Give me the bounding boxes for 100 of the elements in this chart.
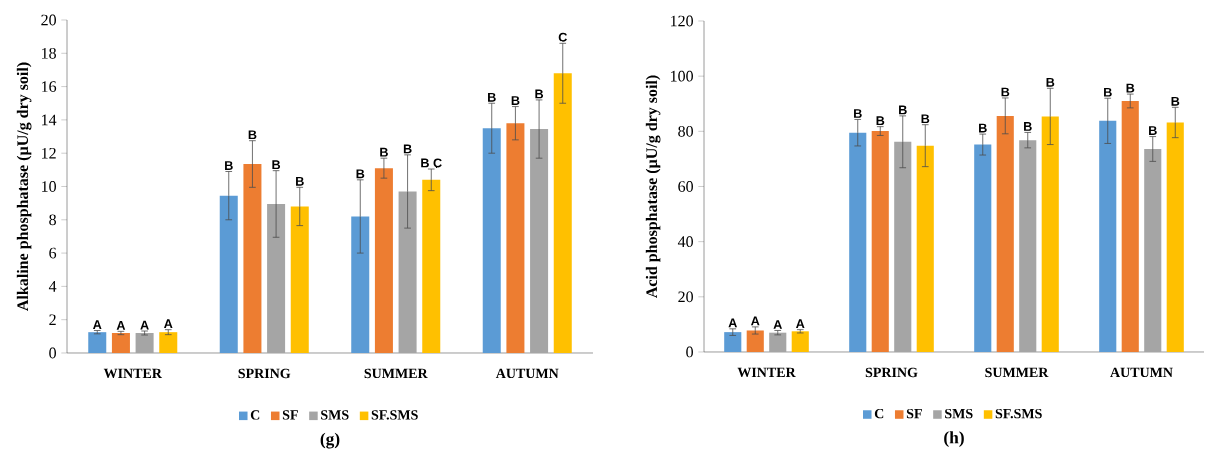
legend-label: SF [282,410,298,420]
data-label: B [1104,87,1112,97]
y-tick-label: 60 [678,181,693,192]
bar [290,206,309,353]
bar [1019,140,1037,352]
bar [916,145,934,352]
y-tick-label: 0 [49,347,56,359]
data-label: B [1149,126,1157,135]
legend-label: C [250,410,260,420]
bar [1144,148,1162,352]
y-tick-label: 16 [42,81,57,92]
data-label: B [921,114,930,124]
data-label: A [140,320,149,330]
bar [374,168,393,353]
data-label: B [1046,77,1055,87]
data-label: A [164,319,173,329]
y-tick-label: 10 [42,181,56,192]
x-tick-label: SUMMER [364,368,428,379]
data-label: B [1001,87,1010,97]
bar [135,333,154,353]
data-label: B [296,177,304,186]
text: (g) [320,432,340,449]
data-label: B C [421,158,442,168]
y-tick-label: 4 [48,281,57,292]
y-tick-label: 80 [678,125,693,137]
y-tick-label: 6 [49,247,57,259]
bar [791,331,809,352]
y-axis-title: Acid phosphatase (µU/g dry soil) [645,75,661,299]
legend-label: C [874,408,884,419]
data-label: A [796,319,805,329]
data-label: B [1024,122,1032,131]
y-tick-label: 0 [686,346,693,358]
legend-label: SF.SMS [995,408,1042,419]
legend-label: SMS [321,410,349,420]
data-label: B [511,96,520,105]
bar [111,333,130,353]
bar [422,179,441,353]
data-label: B [1126,83,1135,93]
data-label: B [272,160,281,170]
data-label: B [1171,97,1180,106]
x-tick-label: SUMMER [985,367,1049,378]
data-label: B [403,144,412,154]
data-label: A [116,321,126,330]
bar [482,128,501,353]
bar [746,330,764,352]
x-tick-label: AUTUMN [1110,367,1173,378]
y-tick-label: 8 [49,214,56,226]
data-label: A [728,318,738,328]
data-label: A [93,320,102,329]
bar [243,164,262,353]
y-tick-label: 20 [678,291,693,303]
bar [530,129,549,353]
y-tick-label: 14 [42,114,57,126]
x-tick-label: AUTUMN [495,368,559,379]
bar [996,115,1014,352]
bar [849,132,867,352]
bar [267,203,286,353]
x-tick-label: WINTER [737,367,796,378]
data-label: B [876,116,885,126]
y-tick-label: 18 [42,47,56,59]
data-label: B [380,147,388,157]
legend-label: SMS [945,408,973,419]
bar [724,332,742,352]
data-label: C [558,32,567,42]
bar [1041,116,1059,352]
y-tick-label: 2 [49,314,56,325]
data-label: B [854,109,862,118]
y-tick-label: 100 [671,70,693,82]
text: (h) [944,431,964,447]
data-label: B [535,89,544,99]
data-label: B [899,105,907,115]
data-label: A [773,320,783,329]
bar [894,141,912,352]
y-axis-title: Alkaline phosphatase (µU/g dry soil) [16,62,32,311]
y-tick-label: 12 [42,147,56,159]
bar [1166,122,1184,352]
bar [351,216,370,353]
data-label: B [488,92,496,102]
bar [769,332,787,352]
x-tick-label: WINTER [103,368,163,379]
legend-label: SF [906,408,922,419]
data-label: B [248,130,257,140]
bar [398,191,417,353]
bar [553,73,572,353]
y-tick-label: 40 [677,236,693,248]
x-tick-label: SPRING [238,368,291,379]
bar [974,144,992,352]
y-tick-label: 120 [671,15,693,27]
legend-label: SF.SMS [371,410,418,420]
data-label: B [356,169,365,179]
y-tick-label: 20 [41,14,56,26]
data-label: B [225,161,233,170]
x-tick-label: SPRING [865,367,918,378]
bar [219,195,238,353]
data-label: B [979,123,987,133]
data-label: A [751,316,760,326]
bar [1121,100,1139,352]
bar [1099,120,1117,352]
bar [159,332,178,353]
bar [871,131,889,352]
